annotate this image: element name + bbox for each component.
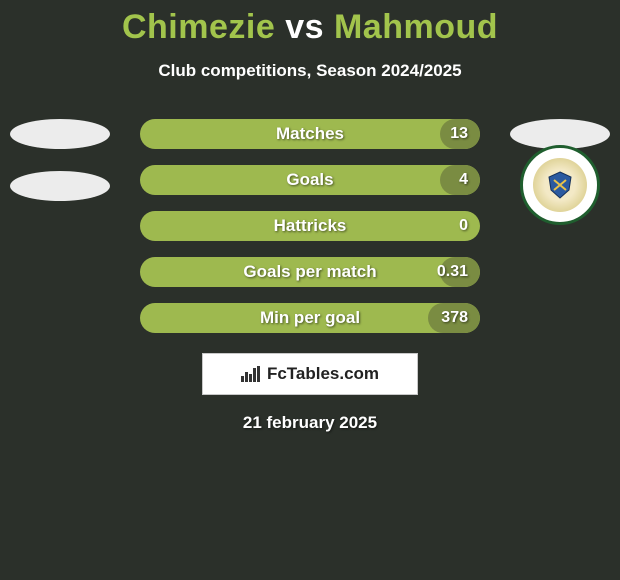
stat-value-right: 0.31 (437, 257, 468, 287)
stat-label: Min per goal (140, 303, 480, 333)
page-title: Chimezie vs Mahmoud (0, 0, 620, 47)
stat-row-mpg: Min per goal 378 (0, 303, 620, 333)
bar-wrap: Matches 13 (140, 119, 480, 149)
stat-row-hattricks: Hattricks 0 (0, 211, 620, 241)
branding-box[interactable]: FcTables.com (202, 353, 418, 395)
date-label: 21 february 2025 (0, 413, 620, 433)
vs-separator: vs (285, 8, 324, 46)
bar-wrap: Goals 4 (140, 165, 480, 195)
player2-name: Mahmoud (334, 8, 498, 46)
bar-chart-icon (241, 366, 261, 382)
stat-value-right: 378 (441, 303, 468, 333)
subtitle: Club competitions, Season 2024/2025 (0, 61, 620, 81)
branding-text: FcTables.com (267, 364, 379, 384)
stat-value-right: 4 (459, 165, 468, 195)
stat-label: Hattricks (140, 211, 480, 241)
stat-value-right: 13 (450, 119, 468, 149)
player1-blob (10, 171, 110, 201)
stat-label: Goals (140, 165, 480, 195)
player1-blob (10, 119, 110, 149)
stat-label: Goals per match (140, 257, 480, 287)
bar-wrap: Goals per match 0.31 (140, 257, 480, 287)
stat-row-goals: Goals 4 (0, 165, 620, 195)
bar-wrap: Min per goal 378 (140, 303, 480, 333)
stat-row-gpm: Goals per match 0.31 (0, 257, 620, 287)
stats-container: Matches 13 Goals 4 Hattricks 0 (0, 119, 620, 333)
stat-label: Matches (140, 119, 480, 149)
shield-icon (533, 158, 587, 212)
player1-name: Chimezie (122, 8, 275, 46)
stat-row-matches: Matches 13 (0, 119, 620, 149)
bar-wrap: Hattricks 0 (140, 211, 480, 241)
stat-value-right: 0 (459, 211, 468, 241)
